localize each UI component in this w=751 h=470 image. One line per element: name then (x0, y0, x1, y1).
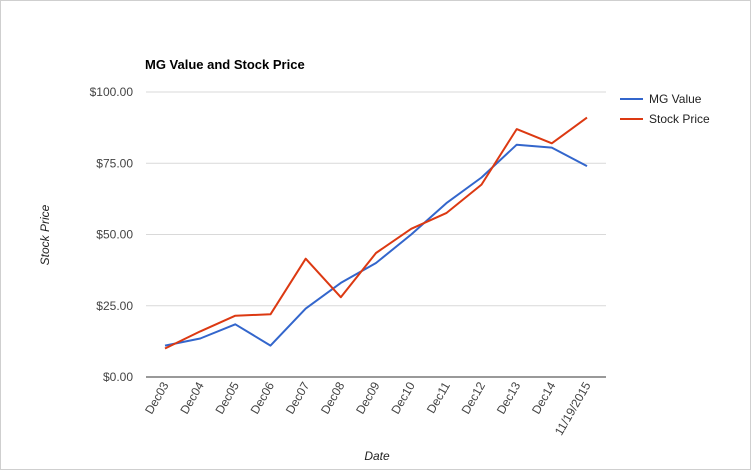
y-axis-label: Stock Price (38, 204, 52, 265)
x-tick-label: Dec13 (494, 379, 524, 416)
x-tick-label: 11/19/2015 (552, 379, 594, 438)
x-tick-label: Dec03 (142, 379, 172, 416)
x-tick-label: Dec05 (212, 379, 242, 416)
y-tick-label: $100.00 (90, 85, 134, 99)
x-tick-label: Dec09 (353, 379, 383, 416)
y-tick-label: $25.00 (96, 299, 133, 313)
y-tick-label: $0.00 (103, 370, 133, 384)
y-tick-label: $75.00 (96, 156, 133, 170)
legend-item-stock-price: Stock Price (620, 112, 710, 126)
x-tick-label: Dec07 (283, 379, 313, 416)
gridlines (146, 91, 606, 307)
x-tick-label: Dec04 (177, 379, 207, 416)
legend-label: MG Value (649, 92, 702, 106)
x-tick-label: Dec12 (459, 379, 489, 416)
series-lines (164, 116, 588, 350)
chart-title: MG Value and Stock Price (145, 57, 305, 72)
x-tick-label: Dec11 (424, 379, 453, 416)
x-tick-label: Dec10 (388, 379, 418, 416)
y-tick-label: $50.00 (96, 228, 133, 242)
series-line-mg-value (164, 143, 588, 347)
legend-item-mg-value: MG Value (620, 92, 702, 106)
legend-label: Stock Price (649, 112, 710, 126)
x-tick-label: Dec14 (529, 379, 559, 416)
series-line-stock-price (164, 116, 588, 350)
x-axis-ticks: Dec03 Dec04 Dec05 Dec06 Dec07 Dec08 Dec09 Dec10… (142, 379, 594, 438)
legend: MG Value Stock Price (620, 92, 710, 126)
x-axis-label: Date (364, 449, 390, 463)
x-tick-label: Dec08 (318, 379, 348, 416)
y-axis-ticks: $0.00 $25.00 $50.00 $75.00 $100.00 (90, 85, 134, 384)
x-tick-label: Dec06 (248, 379, 278, 416)
